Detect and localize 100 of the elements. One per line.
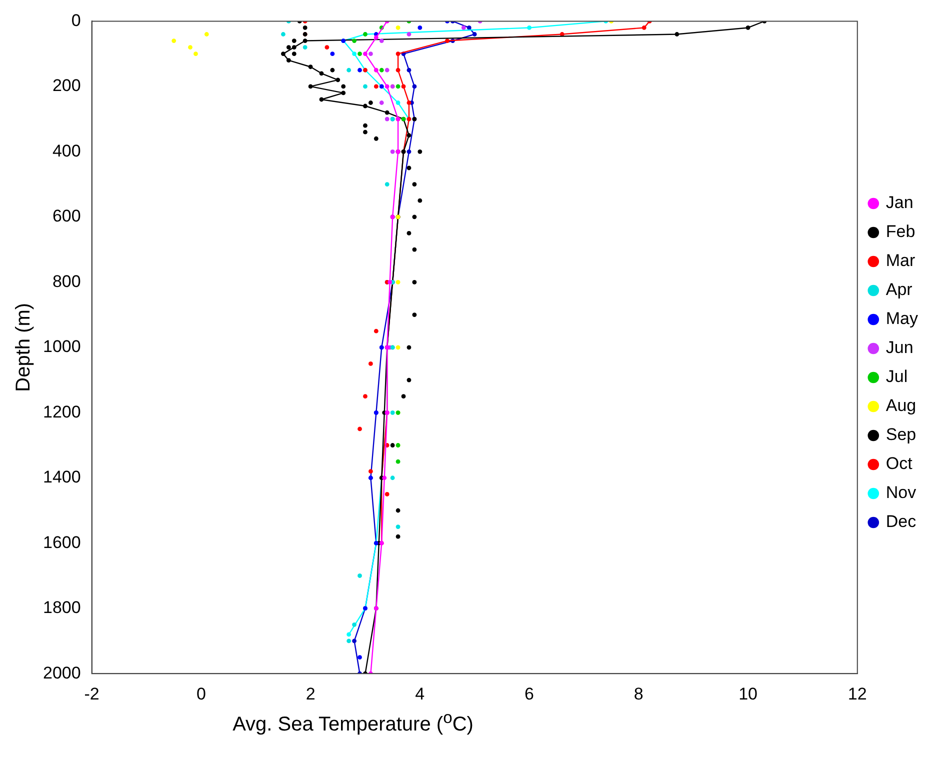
point xyxy=(341,84,346,89)
y-tick-label: 200 xyxy=(52,76,81,96)
point xyxy=(384,84,390,89)
x-tick-label: 10 xyxy=(738,684,758,704)
legend-label: Aug xyxy=(886,396,916,416)
point xyxy=(363,123,368,128)
point xyxy=(363,84,368,89)
point xyxy=(330,52,335,56)
point xyxy=(336,78,340,82)
point xyxy=(396,459,400,464)
legend-label: Mar xyxy=(886,251,916,270)
point xyxy=(363,104,368,108)
point xyxy=(358,68,362,72)
point xyxy=(358,574,362,578)
point xyxy=(412,182,417,186)
point xyxy=(374,328,378,334)
point xyxy=(292,45,296,50)
x-tick-label: -2 xyxy=(84,684,100,704)
point xyxy=(281,52,286,56)
point xyxy=(466,26,472,30)
point xyxy=(674,32,680,36)
x-tick-label: 6 xyxy=(524,684,534,704)
point xyxy=(374,84,378,89)
point xyxy=(384,68,390,72)
point xyxy=(194,52,198,56)
point xyxy=(363,52,368,56)
point xyxy=(401,394,406,399)
x-tick-label: 8 xyxy=(634,684,644,704)
point xyxy=(330,68,335,72)
point xyxy=(346,638,352,644)
point xyxy=(302,45,308,50)
point xyxy=(379,38,384,43)
point xyxy=(412,214,417,220)
point xyxy=(461,26,466,30)
point xyxy=(368,469,373,474)
point xyxy=(390,149,395,154)
point xyxy=(388,280,392,284)
point xyxy=(396,508,400,513)
point xyxy=(352,638,356,644)
point xyxy=(642,26,646,30)
x-axis-title: Avg. Sea Temperature ($^{o}$C) xyxy=(232,708,474,737)
point xyxy=(379,68,384,72)
point xyxy=(302,26,308,30)
point xyxy=(396,26,400,30)
point xyxy=(358,426,362,432)
point xyxy=(396,68,400,72)
point xyxy=(406,133,412,138)
point xyxy=(352,622,356,627)
point xyxy=(363,130,368,134)
point xyxy=(445,38,450,43)
point xyxy=(292,52,296,56)
point xyxy=(396,52,400,56)
point xyxy=(390,476,395,480)
point xyxy=(412,312,417,317)
point xyxy=(346,632,352,637)
point xyxy=(406,231,412,236)
point xyxy=(412,247,417,252)
point xyxy=(418,149,422,154)
point xyxy=(281,32,286,36)
y-axis-title: Depth (m) xyxy=(12,302,35,392)
point xyxy=(390,410,395,415)
point xyxy=(396,84,400,89)
point xyxy=(527,26,532,30)
point xyxy=(472,32,477,36)
y-tick-label: 1000 xyxy=(42,337,81,356)
y-tick-label: 1200 xyxy=(42,402,81,422)
x-tick-label: 12 xyxy=(848,684,867,704)
point xyxy=(406,345,412,350)
point xyxy=(396,345,400,350)
point xyxy=(746,26,750,30)
x-tick-label: 4 xyxy=(415,684,425,704)
legend-label: Jun xyxy=(886,338,914,358)
y-tick-label: 2000 xyxy=(42,663,81,682)
legend-label: Jan xyxy=(886,193,914,212)
point xyxy=(286,45,291,50)
point xyxy=(286,58,291,63)
point xyxy=(401,84,406,89)
point xyxy=(374,136,378,141)
x-tick-label: 0 xyxy=(196,684,206,704)
y-tick-label: 1800 xyxy=(42,598,81,618)
y-tick-label: 1600 xyxy=(42,532,81,552)
legend-label: Jul xyxy=(886,367,908,386)
point xyxy=(368,362,373,366)
legend-label: Nov xyxy=(886,483,917,502)
point xyxy=(324,45,330,50)
y-tick-label: 800 xyxy=(52,272,81,291)
legend-label: Oct xyxy=(886,454,913,474)
point xyxy=(358,52,362,56)
y-tick-label: 600 xyxy=(52,206,81,226)
point xyxy=(406,149,412,154)
point xyxy=(396,100,400,105)
point xyxy=(384,116,390,122)
point xyxy=(308,64,313,70)
legend-label: Feb xyxy=(886,222,916,242)
point xyxy=(368,52,373,56)
point xyxy=(390,443,395,448)
point xyxy=(172,38,176,43)
point xyxy=(292,38,296,43)
point xyxy=(412,84,417,89)
point xyxy=(341,90,346,96)
